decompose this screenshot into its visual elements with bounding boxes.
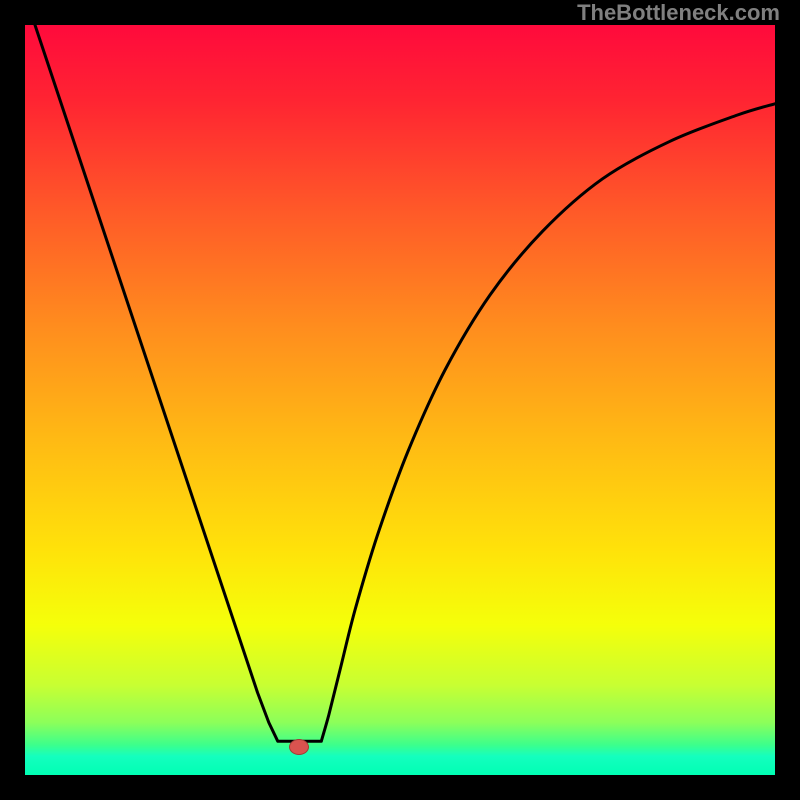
chart-container: TheBottleneck.com [0,0,800,800]
plot-area [25,25,775,775]
watermark-text: TheBottleneck.com [577,0,780,26]
optimal-point-marker [289,739,309,755]
bottleneck-curve [25,25,775,775]
